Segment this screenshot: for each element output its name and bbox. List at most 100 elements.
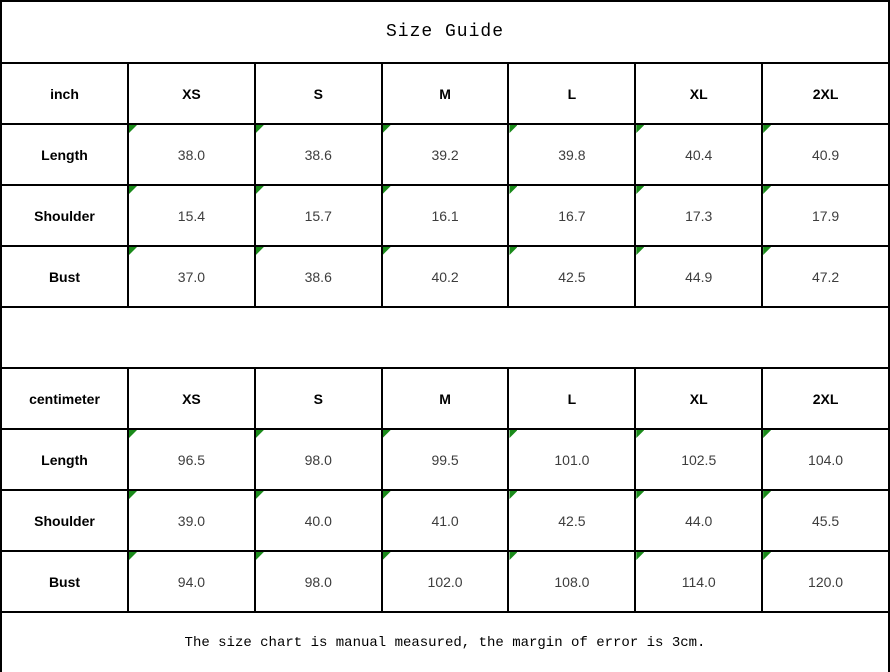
corner-flag-icon: [256, 492, 264, 499]
size-header-s: S: [253, 62, 383, 125]
size-header-2xl: 2XL: [761, 62, 890, 125]
size-header-m: M: [380, 62, 510, 125]
cell-value: 40.4: [685, 146, 713, 163]
corner-flag-icon: [383, 492, 391, 499]
value-cell: 38.6: [253, 123, 383, 186]
value-cell: 104.0: [761, 428, 890, 491]
corner-flag-icon: [129, 248, 137, 255]
value-cell: 15.7: [253, 184, 383, 247]
value-cell: 39.0: [127, 489, 256, 552]
size-header-xs: XS: [127, 367, 256, 430]
corner-flag-icon: [764, 248, 772, 255]
value-cell: 38.6: [253, 245, 383, 308]
size-header-xl: XL: [634, 62, 764, 125]
value-cell: 40.4: [634, 123, 764, 186]
corner-flag-icon: [764, 431, 772, 438]
cell-value: 39.8: [558, 146, 586, 163]
corner-flag-icon: [256, 248, 264, 255]
cell-value: 38.0: [177, 146, 206, 163]
size-header-xs: XS: [127, 62, 256, 125]
value-cell: 41.0: [380, 489, 510, 552]
corner-flag-icon: [129, 187, 137, 194]
cell-value: 94.0: [177, 573, 206, 590]
value-cell: 38.0: [127, 123, 256, 186]
value-cell: 40.2: [380, 245, 510, 308]
corner-flag-icon: [637, 431, 645, 438]
row-label-length-cm: Length: [0, 428, 129, 491]
corner-flag-icon: [129, 431, 137, 438]
cell-value: 108.0: [554, 573, 590, 590]
corner-flag-icon: [256, 431, 264, 438]
cell-value: 40.2: [431, 268, 459, 285]
value-cell: 39.8: [507, 123, 637, 186]
corner-flag-icon: [510, 187, 518, 194]
row-label-bust-inch: Bust: [0, 245, 129, 308]
cell-value: 120.0: [808, 573, 844, 590]
cell-value: 16.1: [431, 207, 459, 224]
value-cell: 98.0: [253, 550, 383, 613]
value-cell: 44.9: [634, 245, 764, 308]
corner-flag-icon: [256, 126, 264, 133]
value-cell: 17.3: [634, 184, 764, 247]
cell-value: 42.5: [558, 512, 586, 529]
corner-flag-icon: [129, 126, 137, 133]
row-label-bust-cm: Bust: [0, 550, 129, 613]
corner-flag-icon: [129, 492, 137, 499]
corner-flag-icon: [764, 553, 772, 560]
cell-value: 47.2: [811, 268, 840, 285]
corner-flag-icon: [383, 553, 391, 560]
corner-flag-icon: [637, 126, 645, 133]
corner-flag-icon: [256, 553, 264, 560]
spacer-row: [0, 306, 890, 369]
corner-flag-icon: [510, 553, 518, 560]
cell-value: 44.9: [685, 268, 713, 285]
corner-flag-icon: [764, 187, 772, 194]
corner-flag-icon: [637, 248, 645, 255]
corner-flag-icon: [637, 553, 645, 560]
corner-flag-icon: [129, 553, 137, 560]
corner-flag-icon: [510, 431, 518, 438]
value-cell: 102.5: [634, 428, 764, 491]
cell-value: 42.5: [558, 268, 586, 285]
footnote: The size chart is manual measured, the m…: [0, 611, 890, 672]
value-cell: 98.0: [253, 428, 383, 491]
size-header-xl: XL: [634, 367, 764, 430]
corner-flag-icon: [764, 492, 772, 499]
cell-value: 44.0: [685, 512, 713, 529]
size-header-2xl: 2XL: [761, 367, 890, 430]
value-cell: 39.2: [380, 123, 510, 186]
cell-value: 38.6: [304, 268, 332, 285]
corner-flag-icon: [510, 492, 518, 499]
value-cell: 42.5: [507, 245, 637, 308]
value-cell: 102.0: [380, 550, 510, 613]
unit-header-inch: inch: [0, 62, 129, 125]
cell-value: 39.0: [177, 512, 206, 529]
value-cell: 45.5: [761, 489, 890, 552]
size-header-m: M: [380, 367, 510, 430]
value-cell: 94.0: [127, 550, 256, 613]
cell-value: 40.9: [811, 146, 840, 163]
corner-flag-icon: [510, 126, 518, 133]
corner-flag-icon: [764, 126, 772, 133]
cell-value: 45.5: [811, 512, 840, 529]
value-cell: 47.2: [761, 245, 890, 308]
cell-value: 39.2: [431, 146, 459, 163]
cell-value: 40.0: [304, 512, 332, 529]
cell-value: 102.0: [427, 573, 463, 590]
cell-value: 99.5: [431, 451, 459, 468]
size-header-s: S: [253, 367, 383, 430]
value-cell: 37.0: [127, 245, 256, 308]
value-cell: 40.9: [761, 123, 890, 186]
value-cell: 114.0: [634, 550, 764, 613]
cell-value: 98.0: [304, 451, 332, 468]
value-cell: 42.5: [507, 489, 637, 552]
corner-flag-icon: [256, 187, 264, 194]
cell-value: 38.6: [304, 146, 332, 163]
corner-flag-icon: [637, 492, 645, 499]
cell-value: 16.7: [558, 207, 586, 224]
cell-value: 114.0: [681, 573, 716, 590]
value-cell: 17.9: [761, 184, 890, 247]
value-cell: 120.0: [761, 550, 890, 613]
